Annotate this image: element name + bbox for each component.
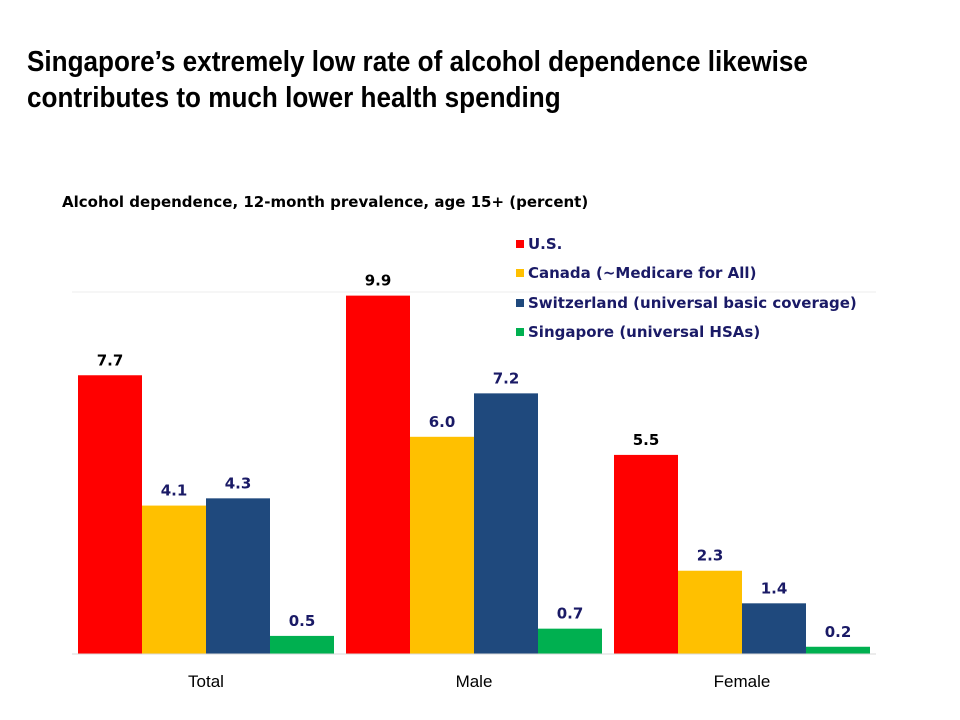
legend-item: Canada (~Medicare for All) xyxy=(516,259,857,289)
slide-title: Singapore’s extremely low rate of alcoho… xyxy=(27,46,808,114)
legend-label: Canada (~Medicare for All) xyxy=(528,264,757,283)
category-label: Female xyxy=(714,672,771,691)
bar xyxy=(742,603,806,654)
bar xyxy=(410,436,474,654)
legend-swatch xyxy=(516,328,524,337)
data-label: 0.5 xyxy=(289,612,316,630)
category-label: Total xyxy=(188,672,224,691)
chart-subtitle: Alcohol dependence, 12-month prevalence,… xyxy=(62,193,589,211)
legend-swatch xyxy=(516,239,524,248)
data-label: 4.3 xyxy=(225,474,252,492)
data-label: 7.7 xyxy=(97,351,124,369)
bar xyxy=(142,505,206,654)
bar xyxy=(78,375,142,654)
legend-item: Singapore (universal HSAs) xyxy=(516,318,857,348)
data-label: 5.5 xyxy=(633,431,660,449)
bar xyxy=(346,295,410,654)
legend-label: U.S. xyxy=(528,234,563,253)
data-label: 0.7 xyxy=(557,605,584,623)
data-label: 1.4 xyxy=(761,579,788,597)
legend-item: Switzerland (universal basic coverage) xyxy=(516,288,857,318)
data-label: 0.2 xyxy=(825,623,852,641)
bar xyxy=(614,454,678,654)
bar xyxy=(806,646,870,654)
legend: U.S. Canada (~Medicare for All) Switzerlan… xyxy=(516,229,857,347)
data-label: 2.3 xyxy=(697,547,724,565)
bar xyxy=(270,635,334,654)
bar xyxy=(538,628,602,654)
legend-swatch xyxy=(516,269,524,278)
data-label: 7.2 xyxy=(493,369,520,387)
bar xyxy=(474,393,538,654)
legend-label: Switzerland (universal basic coverage) xyxy=(528,293,857,312)
bar xyxy=(678,570,742,654)
data-label: 6.0 xyxy=(429,413,456,431)
data-label: 9.9 xyxy=(365,272,392,290)
legend-item: U.S. xyxy=(516,229,857,259)
bar xyxy=(206,498,270,654)
legend-swatch xyxy=(516,298,524,307)
category-label: Male xyxy=(456,672,493,691)
legend-label: Singapore (universal HSAs) xyxy=(528,323,761,342)
data-label: 4.1 xyxy=(161,482,188,500)
